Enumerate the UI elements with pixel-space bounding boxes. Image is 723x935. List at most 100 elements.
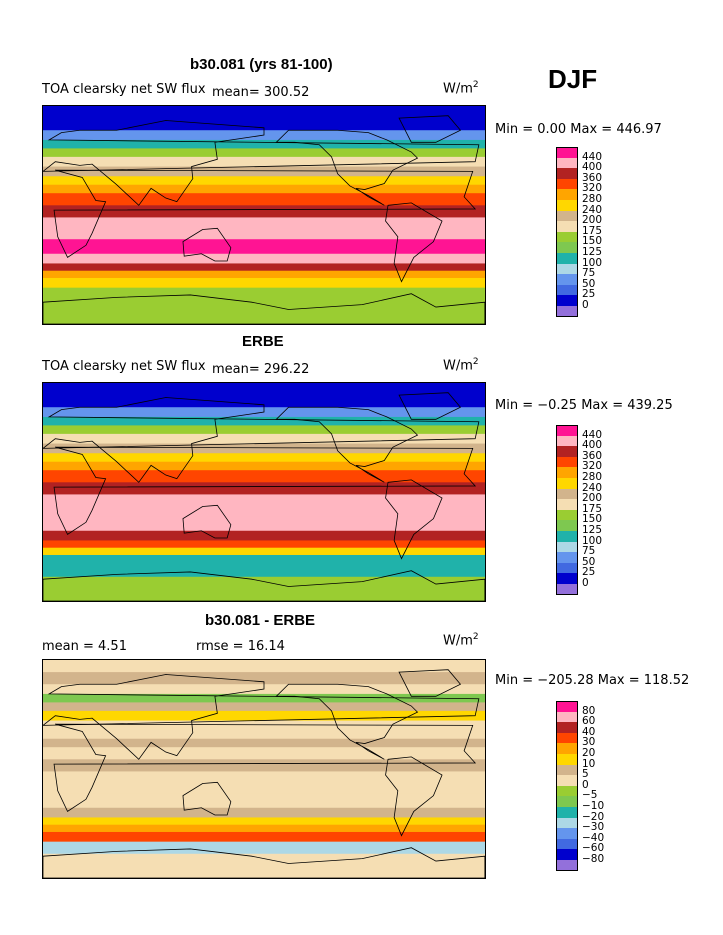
colorbar-swatch (556, 478, 578, 489)
map-band (43, 793, 485, 809)
map-band (43, 547, 485, 556)
map-band (43, 263, 485, 272)
map-band (43, 730, 485, 740)
map-band (43, 106, 485, 119)
map-band (43, 443, 485, 454)
map-band (43, 139, 485, 149)
panel-3-mean: mean = 4.51 (42, 639, 127, 654)
colorbar-tick-label: −20 (582, 810, 605, 823)
colorbar-swatch (556, 509, 578, 521)
map-band (43, 516, 485, 532)
map-band (43, 710, 485, 722)
colorbar-tick-label: 280 (582, 193, 603, 205)
continent-outline (398, 392, 462, 420)
colorbar-tick-label: 0 (582, 778, 589, 791)
colorbar-tick-label: −80 (582, 853, 605, 865)
map-band (43, 660, 485, 673)
map-band (43, 738, 485, 748)
map-band (43, 494, 485, 517)
colorbar-swatch (556, 157, 578, 169)
colorbar-swatch (556, 189, 578, 200)
colorbar-tick-label: 200 (582, 492, 603, 505)
continent-outline (385, 756, 443, 837)
map-band (43, 841, 485, 855)
panel-1-variable-label: TOA clearsky net SW flux (42, 82, 206, 97)
map-band (43, 853, 485, 878)
panel-1-map (42, 105, 486, 325)
colorbar-tick-label: 75 (582, 267, 596, 280)
map-band (43, 193, 485, 206)
colorbar-swatch (556, 743, 578, 754)
colorbar-swatch (556, 168, 578, 179)
colorbar-swatch (556, 849, 578, 860)
colorbar-tick-label: 5 (582, 768, 589, 781)
colorbar-swatch (556, 488, 578, 500)
colorbar-swatch (556, 456, 578, 468)
map-band (43, 383, 485, 396)
colorbar-swatch (556, 785, 578, 797)
colorbar-tick-label: 50 (582, 277, 596, 290)
continent-outline (398, 669, 462, 697)
map-band (43, 277, 485, 289)
colorbar-swatch (556, 817, 578, 829)
colorbar-tick-label: 240 (582, 203, 603, 216)
colorbar-tick-label: 200 (582, 214, 603, 227)
colorbar-tick-label: 10 (582, 757, 596, 770)
map-band (43, 530, 485, 541)
map-band (43, 270, 485, 279)
continent-outline (43, 570, 485, 601)
colorbar-tick-label: 30 (582, 736, 596, 749)
map-band (43, 817, 485, 826)
map-band (43, 831, 485, 843)
colorbar-tick-label: 100 (582, 534, 603, 547)
map-band (43, 217, 485, 240)
map-band (43, 239, 485, 255)
map-band (43, 461, 485, 471)
colorbar-swatch (556, 253, 578, 264)
map-band (43, 299, 485, 324)
colorbar-swatch (556, 263, 578, 275)
continent-outline (43, 674, 480, 760)
map-band (43, 184, 485, 194)
colorbar-tick-label: 0 (582, 299, 589, 311)
colorbar-swatch (556, 584, 578, 595)
continent-outline (385, 202, 443, 283)
map-band (43, 702, 485, 712)
panel-1-mean: mean= 300.52 (212, 85, 310, 100)
colorbar-tick-label: −30 (582, 821, 605, 834)
colorbar-swatch (556, 711, 578, 723)
panel-2-units: W/m2 (443, 357, 479, 374)
continent-outline (53, 723, 477, 812)
map-band (43, 672, 485, 685)
map-band (43, 395, 485, 408)
continent-outline (182, 504, 232, 539)
colorbar-swatch (556, 147, 578, 158)
colorbar-tick-label: −5 (582, 789, 598, 802)
map-band (43, 166, 485, 177)
colorbar-swatch (556, 200, 578, 211)
map-band (43, 771, 485, 794)
map-band (43, 156, 485, 168)
map-band (43, 287, 485, 301)
panel-2-map-svg (43, 383, 485, 601)
map-band (43, 148, 485, 158)
continent-outline (385, 479, 443, 560)
colorbar-swatch (556, 499, 578, 510)
colorbar-tick-label: 240 (582, 481, 603, 494)
continent-outline (182, 781, 232, 816)
map-band (43, 824, 485, 833)
map-band (43, 554, 485, 566)
colorbar-swatch (556, 274, 578, 285)
colorbar-tick-label: 80 (582, 704, 596, 717)
panel-2-mean: mean= 296.22 (212, 362, 310, 377)
colorbar-tick-label: 40 (582, 725, 596, 738)
colorbar-tick-label: 20 (582, 747, 596, 759)
panel-3-map (42, 659, 486, 879)
colorbar-tick-label: 75 (582, 545, 596, 558)
colorbar-tick-label: 280 (582, 471, 603, 483)
colorbar-swatch (556, 562, 578, 574)
colorbar-tick-label: 440 (582, 428, 603, 441)
colorbar-tick-label: 175 (582, 224, 603, 237)
panel-2-colorbar: 440 400 360 320 280 240 200 175 150 125 100 75 50 25 0 (556, 425, 636, 597)
map-band (43, 416, 485, 426)
